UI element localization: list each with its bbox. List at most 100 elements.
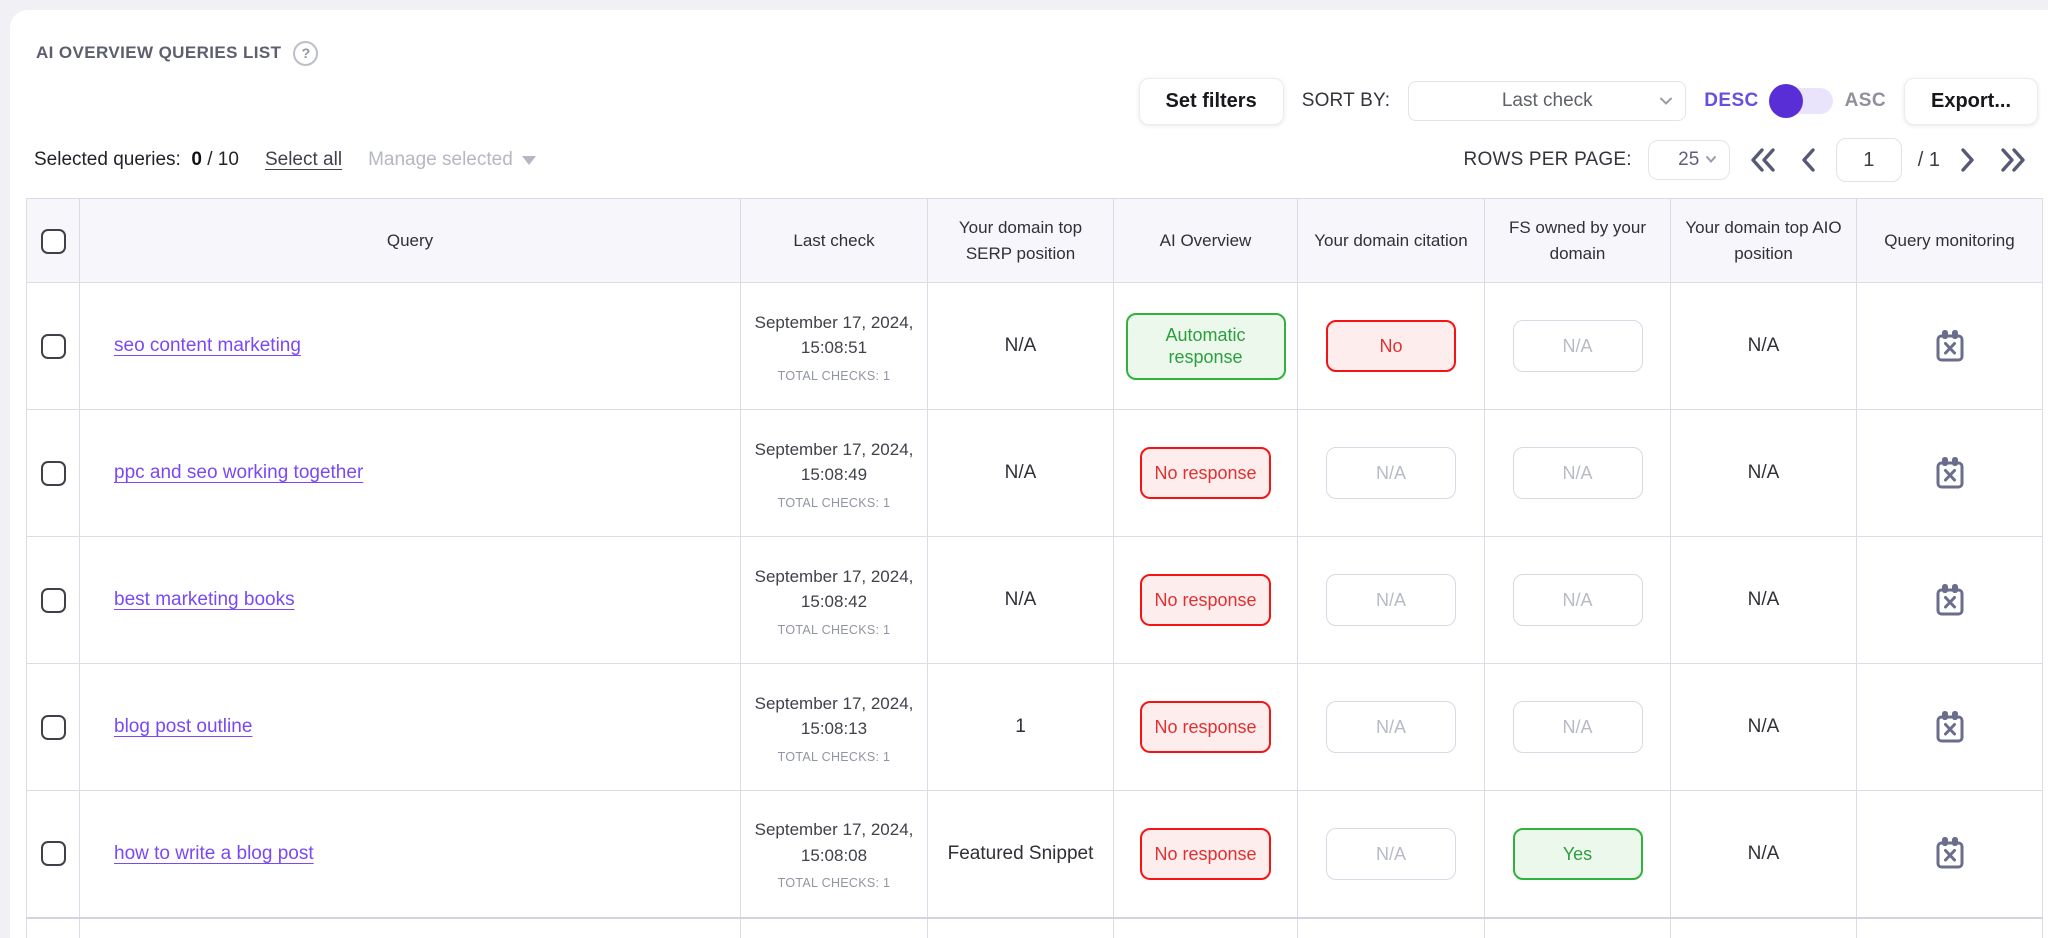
caret-down-icon — [521, 155, 536, 165]
calendar-x-icon — [1936, 710, 1963, 742]
calendar-x-icon — [1936, 837, 1963, 869]
toggle-knob — [1768, 84, 1803, 118]
total-checks-label: TOTAL CHECKS: 1 — [777, 622, 891, 637]
column-header-fs-owned: FS owned by your domain — [1484, 198, 1671, 283]
serp-position-value: N/A — [1004, 461, 1037, 483]
citation-badge: N/A — [1326, 447, 1456, 499]
citation-badge: N/A — [1326, 701, 1456, 753]
fs-owned-badge: N/A — [1512, 447, 1643, 499]
query-link[interactable]: best marketing books — [114, 589, 295, 610]
serp-position-value: N/A — [1004, 588, 1037, 610]
page-title: AI OVERVIEW QUERIES LIST — [36, 43, 282, 62]
calendar-x-icon — [1936, 456, 1963, 488]
select-all-checkbox[interactable] — [40, 228, 66, 254]
aio-position-value: N/A — [1747, 588, 1780, 610]
selected-queries-text: Selected queries: — [34, 149, 181, 170]
queries-table: Query Last check Your domain top SERP po… — [26, 198, 2043, 938]
column-header-serp-position: Your domain top SERP position — [927, 198, 1114, 283]
queries-list-card: AI OVERVIEW QUERIES LIST ? Set filters S… — [10, 10, 2048, 938]
total-checks-label: TOTAL CHECKS: 1 — [777, 876, 891, 891]
column-header-ai-overview: AI Overview — [1113, 198, 1298, 283]
export-button[interactable]: Export... — [1903, 77, 2038, 125]
sort-select[interactable]: Last check — [1408, 81, 1687, 121]
calendar-x-icon — [1936, 329, 1963, 361]
last-check-date: September 17, 2024, 15:08:08 — [754, 820, 914, 865]
aio-position-value: N/A — [1747, 842, 1780, 864]
row-checkbox[interactable] — [40, 714, 66, 740]
last-page-button[interactable] — [1996, 145, 2030, 175]
total-pages-label: / 1 — [1917, 148, 1940, 171]
header-checkbox-cell — [26, 198, 80, 283]
help-icon[interactable]: ? — [293, 40, 319, 66]
table-header-row: Query Last check Your domain top SERP po… — [26, 198, 2043, 283]
asc-label[interactable]: ASC — [1844, 90, 1886, 111]
table-row-partial — [26, 916, 2043, 938]
serp-position-value: Featured Snippet — [947, 842, 1094, 864]
query-monitoring-button[interactable] — [1930, 579, 1970, 621]
chevron-down-icon — [1659, 96, 1673, 106]
table-row: ppc and seo working together September 1… — [26, 409, 2043, 537]
table-row: seo content marketing September 17, 2024… — [26, 282, 2043, 410]
set-filters-button[interactable]: Set filters — [1138, 77, 1284, 125]
query-link[interactable]: how to write a blog post — [114, 842, 314, 864]
ai-overview-badge: No response — [1140, 447, 1271, 499]
select-all-link[interactable]: Select all — [264, 149, 343, 170]
query-link[interactable]: ppc and seo working together — [114, 462, 364, 483]
query-monitoring-button[interactable] — [1930, 325, 1970, 367]
row-checkbox[interactable] — [40, 333, 66, 359]
selected-queries-label: Selected queries: 0 / 10 — [34, 149, 239, 171]
sort-by-label: SORT BY: — [1301, 90, 1391, 111]
citation-badge: N/A — [1326, 574, 1456, 626]
column-header-aio-position: Your domain top AIO position — [1670, 198, 1857, 283]
column-header-citation: Your domain citation — [1297, 198, 1485, 283]
selection-pagination-row: Selected queries: 0 / 10 Select all Mana… — [26, 138, 2042, 182]
selection-bar: Selected queries: 0 / 10 Select all Mana… — [34, 149, 536, 171]
fs-owned-badge: N/A — [1512, 574, 1643, 626]
column-header-query-monitoring: Query monitoring — [1856, 198, 2043, 283]
last-check-date: September 17, 2024, 15:08:42 — [754, 566, 914, 612]
query-link[interactable]: seo content marketing — [114, 335, 301, 356]
selected-total: / 10 — [207, 149, 239, 170]
prev-page-button[interactable] — [1796, 145, 1820, 175]
column-header-last-check: Last check — [740, 198, 928, 283]
row-checkbox[interactable] — [40, 841, 66, 867]
last-check-date: September 17, 2024, 15:08:49 — [754, 439, 914, 485]
citation-badge: No — [1326, 320, 1456, 372]
next-page-button[interactable] — [1956, 145, 1980, 175]
query-monitoring-button[interactable] — [1930, 706, 1970, 748]
query-link[interactable]: blog post outline — [114, 716, 253, 737]
aio-position-value: N/A — [1747, 461, 1780, 483]
rows-per-page-label: ROWS PER PAGE: — [1463, 149, 1632, 170]
sort-direction-toggle[interactable] — [1768, 84, 1833, 118]
desc-label[interactable]: DESC — [1704, 90, 1759, 111]
first-page-button[interactable] — [1746, 145, 1780, 175]
serp-position-value: 1 — [1015, 715, 1026, 737]
row-checkbox[interactable] — [40, 587, 66, 613]
aio-position-value: N/A — [1747, 715, 1780, 737]
calendar-x-icon — [1936, 583, 1963, 615]
selected-count: 0 — [191, 149, 202, 170]
sort-direction-toggle-group: DESC ASC — [1704, 84, 1886, 118]
column-header-query: Query — [79, 198, 741, 283]
title-row: AI OVERVIEW QUERIES LIST ? — [36, 40, 2042, 66]
rows-per-page-select[interactable]: 25 — [1647, 140, 1730, 180]
row-checkbox[interactable] — [40, 460, 66, 486]
page-number-input[interactable] — [1835, 138, 1902, 182]
ai-overview-badge: No response — [1140, 827, 1271, 880]
ai-overview-badge: No response — [1140, 701, 1271, 753]
table-row: best marketing books September 17, 2024,… — [26, 536, 2043, 664]
total-checks-label: TOTAL CHECKS: 1 — [777, 368, 891, 383]
sort-select-value: Last check — [1501, 90, 1593, 111]
table-row: blog post outline September 17, 2024, 15… — [26, 663, 2043, 791]
chevron-down-icon — [1705, 155, 1717, 164]
toolbar: Set filters SORT BY: Last check DESC ASC… — [26, 77, 2042, 125]
manage-selected-label: Manage selected — [368, 149, 513, 170]
manage-selected-dropdown[interactable]: Manage selected — [368, 149, 536, 171]
last-check-date: September 17, 2024, 15:08:51 — [754, 312, 914, 358]
citation-badge: N/A — [1326, 827, 1456, 880]
pagination: ROWS PER PAGE: 25 / 1 — [1464, 138, 2030, 182]
aio-position-value: N/A — [1747, 334, 1780, 356]
query-monitoring-button[interactable] — [1930, 832, 1970, 874]
fs-owned-badge: Yes — [1512, 827, 1643, 880]
query-monitoring-button[interactable] — [1930, 452, 1970, 494]
